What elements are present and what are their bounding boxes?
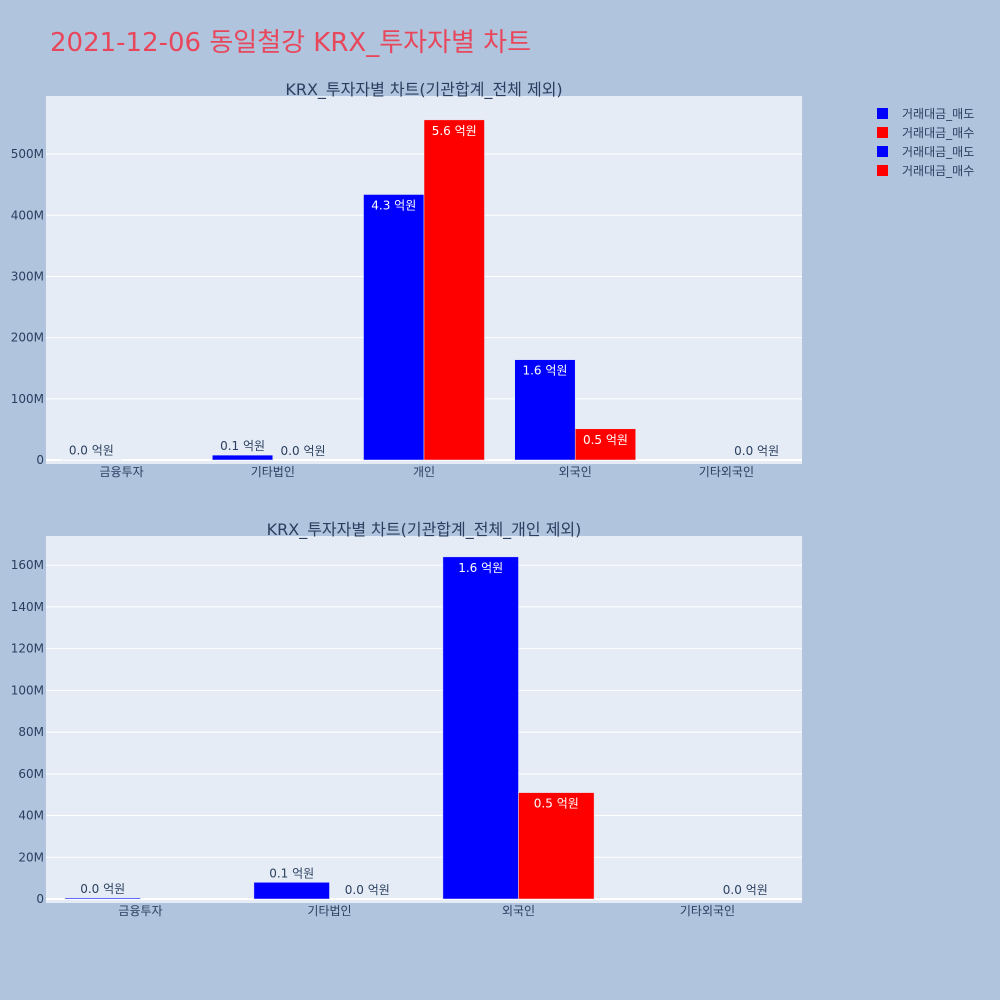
bar	[514, 359, 576, 461]
bar	[574, 428, 636, 461]
x-tick-label: 개인	[413, 465, 435, 479]
subplot-1: 0 100M 200M 300M 400M 500M KRX_투자자별 차트(기관합계_전체…	[11, 80, 802, 479]
bar	[363, 194, 425, 461]
y-tick-label: 40M	[18, 809, 44, 823]
y-tick-label: 100M	[11, 392, 44, 406]
x-tick-label: 기타법인	[307, 904, 351, 918]
y-tick-label: 0	[36, 453, 44, 467]
bar-value-label: 0.0 억원	[734, 444, 779, 458]
y-tick-label: 400M	[11, 208, 44, 222]
bar	[212, 454, 274, 461]
y-tick-label: 0	[36, 892, 44, 906]
bar-value-label: 0.5 억원	[534, 797, 579, 811]
legend-item-label[interactable]: 거래대금_매도	[902, 145, 974, 159]
subplot-title: KRX_투자자별 차트(기관합계_전체 제외)	[285, 80, 562, 100]
y-tick-label: 20M	[18, 850, 44, 864]
y-tick-label: 140M	[11, 600, 44, 614]
y-tick-label: 80M	[18, 725, 44, 739]
y-tick-label: 500M	[11, 147, 44, 161]
page-title: 2021-12-06 동일철강 KRX_투자자별 차트	[50, 28, 532, 58]
y-tick-label: 60M	[18, 767, 44, 781]
bar-value-label: 0.0 억원	[281, 444, 326, 458]
y-tick-label: 160M	[11, 558, 44, 572]
legend-item-label[interactable]: 거래대금_매수	[902, 164, 974, 178]
legend-item-label[interactable]: 거래대금_매도	[902, 107, 974, 121]
bar	[518, 792, 595, 900]
x-tick-label: 기타외국인	[680, 904, 735, 918]
x-tick-label: 외국인	[559, 465, 592, 479]
x-tick-label: 외국인	[502, 904, 535, 918]
subplot-title: KRX_투자자별 차트(기관합계_전체_개인 제외)	[267, 520, 582, 540]
bar-value-label: 0.0 억원	[345, 883, 390, 897]
bar	[442, 556, 519, 900]
bar-value-label: 0.5 억원	[583, 433, 628, 447]
legend-swatch[interactable]	[877, 146, 888, 157]
legend-swatch[interactable]	[877, 165, 888, 176]
legend-swatch[interactable]	[877, 108, 888, 119]
bar-value-label: 0.1 억원	[269, 866, 314, 880]
bar-value-label: 0.1 억원	[220, 439, 265, 453]
bar	[253, 882, 330, 900]
bar-value-label: 4.3 억원	[371, 198, 416, 212]
bar	[423, 119, 485, 461]
bar	[64, 897, 141, 900]
bar-value-label: 0.0 억원	[80, 882, 125, 896]
bar-value-label: 0.0 억원	[723, 883, 768, 897]
y-tick-label: 100M	[11, 683, 44, 697]
y-tick-label: 120M	[11, 642, 44, 656]
bar-value-label: 1.6 억원	[522, 364, 567, 378]
x-tick-label: 금융투자	[118, 904, 162, 918]
x-tick-label: 기타외국인	[699, 465, 754, 479]
subplot-2: 0 20M 40M 60M 80M 100M 120M 140M 160M KRX_투자자별 차트…	[11, 520, 802, 918]
bar-value-label: 0.0 억원	[69, 444, 114, 458]
x-tick-label: 금융투자	[100, 465, 144, 479]
legend-swatch[interactable]	[877, 127, 888, 138]
x-tick-label: 기타법인	[251, 465, 295, 479]
plot-area	[46, 536, 802, 903]
y-tick-label: 300M	[11, 269, 44, 283]
bar-value-label: 1.6 억원	[458, 561, 503, 575]
bar-value-label: 5.6 억원	[432, 124, 477, 138]
legend-item-label[interactable]: 거래대금_매수	[902, 126, 974, 140]
y-tick-label: 200M	[11, 331, 44, 345]
